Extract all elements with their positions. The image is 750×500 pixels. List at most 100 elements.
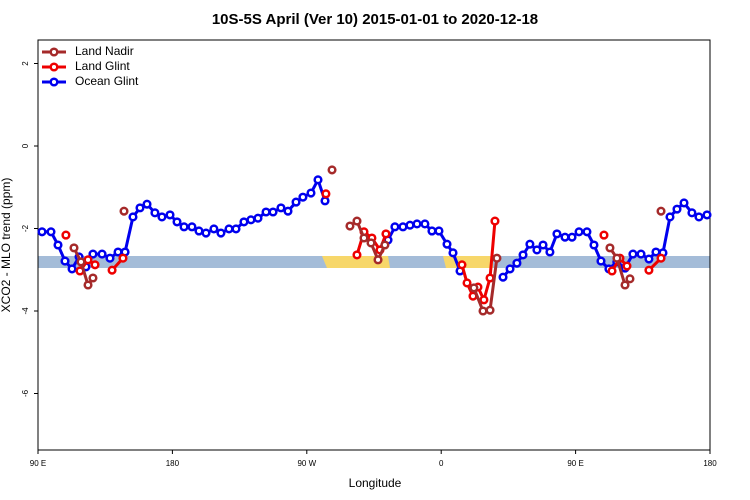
data-point	[651, 247, 661, 257]
data-point	[352, 250, 362, 260]
data-point	[268, 207, 278, 217]
data-point	[97, 249, 107, 259]
y-tick-label: -4	[21, 307, 30, 315]
legend-marker	[49, 77, 59, 87]
data-point	[485, 305, 495, 315]
x-tick-label: 0	[439, 459, 444, 468]
data-point	[216, 228, 226, 238]
data-point	[492, 253, 502, 263]
data-point	[694, 212, 704, 222]
data-point	[83, 255, 93, 265]
data-point	[605, 243, 615, 253]
data-point	[545, 247, 555, 257]
data-point	[448, 248, 458, 258]
data-point	[157, 212, 167, 222]
x-axis-label: Longitude	[349, 476, 402, 490]
data-point	[479, 295, 489, 305]
data-point	[679, 198, 689, 208]
data-point	[532, 245, 542, 255]
data-point	[412, 219, 422, 229]
chart-title: 10S-5S April (Ver 10) 2015-01-01 to 2020…	[212, 11, 538, 28]
data-point	[83, 280, 93, 290]
data-point	[625, 274, 635, 284]
data-point	[61, 230, 71, 240]
data-point	[505, 264, 515, 274]
data-point	[398, 222, 408, 232]
data-point	[320, 196, 330, 206]
data-point	[283, 206, 293, 216]
data-point	[359, 233, 369, 243]
data-point	[118, 253, 128, 263]
data-point	[405, 220, 415, 230]
data-point	[525, 239, 535, 249]
data-point	[194, 226, 204, 236]
data-point	[90, 260, 100, 270]
data-point	[702, 210, 712, 220]
data-point	[75, 266, 85, 276]
data-point	[665, 212, 675, 222]
data-point	[224, 224, 234, 234]
data-point	[345, 221, 355, 231]
legend-label: Land Nadir	[75, 44, 134, 58]
data-point	[478, 306, 488, 316]
data-point	[538, 240, 548, 250]
data-point	[567, 232, 577, 242]
data-point	[607, 266, 617, 276]
y-tick-label: 2	[21, 61, 30, 66]
data-point	[380, 240, 390, 250]
x-tick-label: 90 E	[567, 459, 583, 468]
data-point	[420, 219, 430, 229]
data-point	[462, 278, 472, 288]
data-point	[291, 197, 301, 207]
data-point	[560, 232, 570, 242]
data-point	[179, 222, 189, 232]
data-point	[313, 175, 323, 185]
y-axis-label: XCO2 - MLO trend (ppm)	[0, 178, 13, 313]
data-point	[261, 207, 271, 217]
data-point	[352, 216, 362, 226]
data-point	[490, 216, 500, 226]
data-point	[644, 254, 654, 264]
data-point	[518, 250, 528, 260]
data-point	[306, 188, 316, 198]
data-point	[612, 253, 622, 263]
data-point	[582, 227, 592, 237]
data-point	[381, 229, 391, 239]
data-point	[599, 230, 609, 240]
data-point	[37, 227, 47, 237]
data-point	[209, 224, 219, 234]
data-point	[53, 240, 63, 250]
data-point	[231, 224, 241, 234]
data-point	[298, 192, 308, 202]
data-point	[656, 253, 666, 263]
data-point	[427, 226, 437, 236]
data-point	[457, 260, 467, 270]
data-point	[498, 272, 508, 282]
data-point	[442, 239, 452, 249]
data-point	[187, 222, 197, 232]
data-point	[107, 265, 117, 275]
data-point	[644, 265, 654, 275]
y-tick-label: -2	[21, 224, 30, 232]
data-point	[113, 247, 123, 257]
y-tick-label: -6	[21, 389, 30, 397]
data-point	[105, 253, 115, 263]
data-point	[60, 256, 70, 266]
data-point	[390, 222, 400, 232]
data-point	[239, 217, 249, 227]
data-point	[327, 165, 337, 175]
data-point	[135, 203, 145, 213]
data-point	[46, 227, 56, 237]
data-point	[620, 280, 630, 290]
data-point	[67, 264, 77, 274]
land-band	[443, 256, 493, 268]
land-band	[322, 256, 390, 268]
x-tick-label: 90 E	[30, 459, 46, 468]
data-point	[119, 206, 129, 216]
data-point	[469, 283, 479, 293]
data-point	[589, 240, 599, 250]
data-point	[276, 203, 286, 213]
data-point	[165, 210, 175, 220]
data-point	[150, 208, 160, 218]
data-point	[246, 215, 256, 225]
